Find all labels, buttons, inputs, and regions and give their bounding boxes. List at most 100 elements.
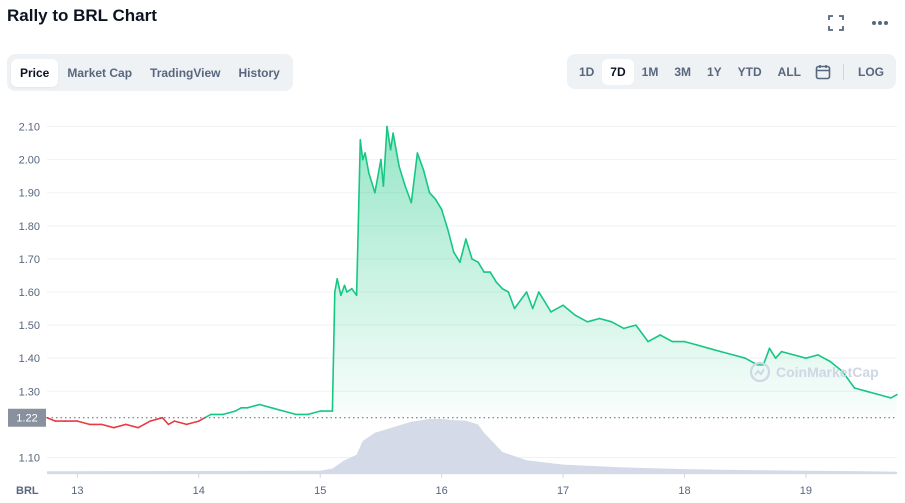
price-line-segment bbox=[817, 354, 832, 363]
range-3m[interactable]: 3M bbox=[674, 64, 691, 79]
x-tick-label: 14 bbox=[193, 485, 205, 497]
price-line-segment bbox=[841, 370, 856, 389]
tab-market-cap[interactable]: Market Cap bbox=[67, 65, 133, 80]
price-line-segment bbox=[76, 420, 91, 426]
price-line-segment bbox=[695, 344, 710, 350]
log-button[interactable]: LOG bbox=[858, 64, 884, 79]
more-icon[interactable] bbox=[869, 12, 891, 34]
range-all[interactable]: ALL bbox=[777, 64, 801, 79]
price-line-segment bbox=[333, 277, 339, 293]
price-line-segment bbox=[359, 139, 364, 161]
price-line bbox=[46, 125, 898, 429]
range-1y[interactable]: 1Y bbox=[706, 64, 722, 79]
price-line-segment bbox=[829, 360, 844, 373]
price-line-segment bbox=[544, 301, 552, 313]
baseline: 1.22 bbox=[8, 408, 897, 427]
price-line-segment bbox=[246, 403, 261, 409]
watermark: CoinMarketCap bbox=[749, 361, 879, 383]
price-line-segment bbox=[46, 416, 57, 422]
y-tick-label: 2.10 bbox=[19, 122, 40, 134]
x-tick-label: 17 bbox=[557, 485, 569, 497]
price-line-segment bbox=[610, 320, 625, 330]
price-line-segment bbox=[774, 350, 783, 360]
price-line-segment bbox=[350, 287, 358, 297]
price-line-segment bbox=[234, 406, 243, 412]
price-line-segment bbox=[495, 281, 504, 290]
price-line-segment bbox=[877, 393, 892, 399]
price-line-segment bbox=[355, 139, 362, 297]
calendar-icon bbox=[815, 64, 831, 79]
price-line-segment bbox=[125, 423, 139, 429]
price-area-fill bbox=[47, 126, 897, 418]
range-separator bbox=[843, 63, 844, 80]
y-tick-label: 2.00 bbox=[19, 155, 40, 167]
price-line-segment bbox=[410, 152, 419, 204]
price-line-segment bbox=[507, 291, 516, 310]
currency-label: BRL bbox=[16, 485, 39, 497]
price-line-segment bbox=[459, 238, 467, 264]
price-line-segment bbox=[707, 347, 722, 353]
chart-tabs: Price Market Cap TradingView History bbox=[7, 54, 293, 91]
y-tick-label: 1.50 bbox=[19, 320, 40, 332]
y-axis: 2.10 2.00 1.90 1.80 1.70 1.60 1.50 1.40 1.30 1.10 bbox=[19, 122, 40, 465]
calendar-button[interactable] bbox=[809, 60, 837, 84]
y-tick-label: 1.30 bbox=[19, 386, 40, 398]
baseline-label-box bbox=[8, 408, 46, 427]
price-line-segment bbox=[762, 347, 771, 366]
price-line-segment bbox=[428, 191, 437, 201]
fullscreen-icon[interactable] bbox=[825, 12, 847, 34]
price-line-segment bbox=[489, 271, 498, 283]
tab-history[interactable]: History bbox=[238, 65, 280, 80]
price-line-segment bbox=[537, 291, 546, 303]
price-line-segment bbox=[574, 314, 589, 323]
y-tick-label: 1.60 bbox=[19, 287, 40, 299]
price-line-segment bbox=[562, 304, 577, 317]
y-tick-label: 1.10 bbox=[19, 452, 40, 464]
x-tick-label: 15 bbox=[314, 485, 326, 497]
tab-tradingview[interactable]: TradingView bbox=[150, 65, 221, 80]
range-7d[interactable]: 7D bbox=[602, 58, 634, 85]
volume-area bbox=[47, 419, 897, 474]
price-line-segment bbox=[113, 423, 127, 429]
price-line-segment bbox=[659, 334, 674, 343]
price-line-segment bbox=[100, 423, 115, 429]
price-line-segment bbox=[792, 354, 807, 360]
price-line-segment bbox=[683, 340, 698, 346]
range-ytd[interactable]: YTD bbox=[737, 64, 762, 79]
range-options: 1D 7D 1M 3M 1Y YTD ALL bbox=[571, 58, 809, 85]
price-line-segment bbox=[622, 324, 637, 330]
x-axis: BRL 13 14 15 16 17 18 19 bbox=[16, 474, 812, 497]
price-line-segment bbox=[343, 284, 348, 293]
y-tick-label: 1.70 bbox=[19, 254, 40, 266]
range-selector: 1D 7D 1M 3M 1Y YTD ALL LOG bbox=[566, 54, 896, 89]
price-area bbox=[47, 126, 897, 418]
range-1d[interactable]: 1D bbox=[578, 64, 595, 79]
price-line-segment bbox=[398, 165, 407, 187]
price-line-segment bbox=[392, 132, 400, 168]
range-1m[interactable]: 1M bbox=[641, 64, 659, 79]
price-line-segment bbox=[416, 152, 425, 171]
price-line-segment bbox=[890, 393, 898, 399]
y-tick-label: 1.90 bbox=[19, 188, 40, 200]
price-line-segment bbox=[222, 410, 236, 416]
volume-bars bbox=[47, 419, 897, 474]
price-line-segment bbox=[331, 291, 336, 412]
price-line-segment bbox=[167, 420, 176, 426]
price-line-segment bbox=[440, 208, 449, 230]
price-line-segment bbox=[340, 284, 346, 297]
price-line-segment bbox=[258, 403, 273, 409]
price-line-segment bbox=[185, 420, 200, 426]
page-title: Rally to BRL Chart bbox=[7, 6, 157, 25]
price-line-segment bbox=[149, 416, 164, 422]
price-line-segment bbox=[477, 261, 485, 273]
price-line-segment bbox=[143, 420, 151, 426]
price-line-segment bbox=[805, 354, 819, 360]
price-line-segment bbox=[598, 317, 613, 323]
price-line-segment bbox=[586, 317, 601, 323]
header-actions bbox=[825, 12, 891, 34]
tab-price[interactable]: Price bbox=[11, 58, 59, 87]
x-tick-label: 16 bbox=[436, 485, 448, 497]
price-line-segment bbox=[446, 228, 455, 254]
coinmarketcap-logo-icon bbox=[749, 361, 771, 383]
price-line-segment bbox=[422, 168, 431, 194]
